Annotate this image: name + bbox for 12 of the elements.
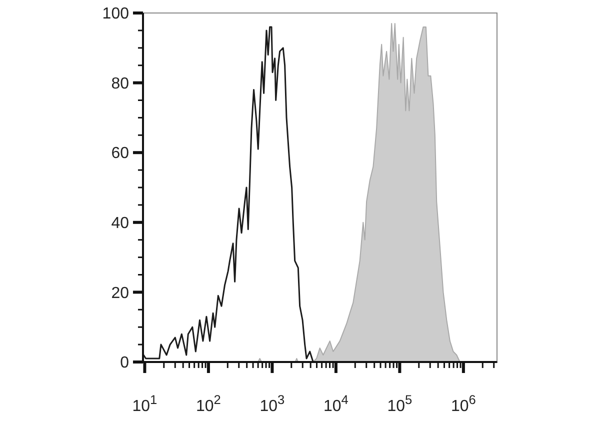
x-tick-label: 10$^{5}$ [387,392,412,415]
y-tick-label: 100 [102,6,130,23]
y-tick-label: 80 [111,75,130,92]
x-tick-label: 10$^{1}$ [132,392,158,415]
y-tick-label: 20 [111,284,130,302]
x-tick-label: 10$^{4}$ [323,392,348,415]
x-tick-label: 10$^{2}$ [196,392,221,415]
y-tick-label: 0 [120,354,130,372]
y-tick-label: 40 [111,215,130,232]
y-tick-label: 60 [111,145,130,162]
x-tick-label: 10$^{3}$ [260,392,285,415]
x-tick-label: 10$^{6}$ [450,392,476,415]
